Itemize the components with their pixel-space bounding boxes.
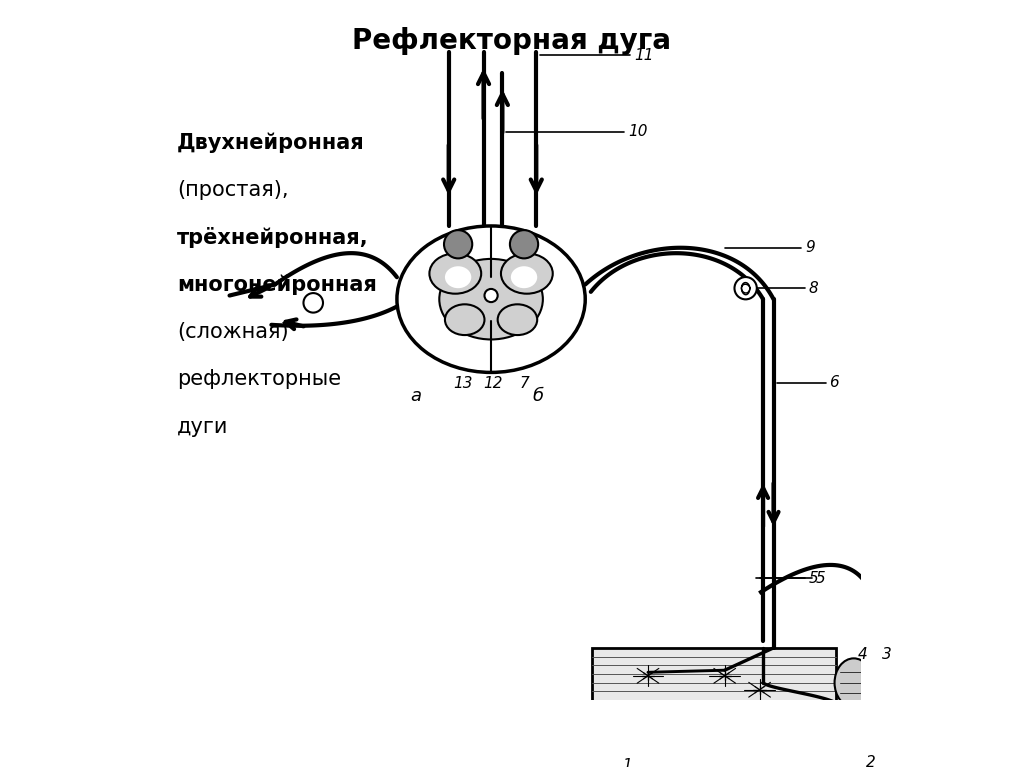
Text: Рефлекторная дуга: Рефлекторная дуга <box>352 27 672 55</box>
Circle shape <box>510 230 539 258</box>
Circle shape <box>484 289 498 302</box>
Text: 2: 2 <box>866 755 877 767</box>
Text: 10: 10 <box>628 124 647 140</box>
Text: 12: 12 <box>483 376 503 391</box>
Text: дуги: дуги <box>177 416 228 437</box>
Ellipse shape <box>501 253 553 294</box>
Ellipse shape <box>445 304 484 335</box>
Ellipse shape <box>445 266 471 288</box>
FancyBboxPatch shape <box>592 648 837 718</box>
Text: (сложная): (сложная) <box>177 322 289 342</box>
Ellipse shape <box>429 253 481 294</box>
Text: 7: 7 <box>519 376 529 391</box>
Circle shape <box>734 277 757 299</box>
Ellipse shape <box>397 226 586 373</box>
Text: 6: 6 <box>829 375 839 390</box>
Text: многонейронная: многонейронная <box>177 275 377 295</box>
Text: 8: 8 <box>808 281 818 296</box>
Text: 4: 4 <box>857 647 867 663</box>
Text: 9: 9 <box>805 240 815 255</box>
Ellipse shape <box>498 304 538 335</box>
Text: 3: 3 <box>882 647 891 663</box>
Ellipse shape <box>439 259 543 340</box>
Text: трёхнейронная,: трёхнейронная, <box>177 226 369 248</box>
Text: 11: 11 <box>634 48 653 63</box>
Text: 5: 5 <box>808 571 818 586</box>
Text: 5: 5 <box>815 571 825 586</box>
Text: 1: 1 <box>623 758 632 767</box>
Text: рефлекторные: рефлекторные <box>177 370 341 390</box>
Text: (простая),: (простая), <box>177 179 289 199</box>
Text: Двухнейронная: Двухнейронная <box>177 132 365 153</box>
Text: 13: 13 <box>453 376 473 391</box>
Ellipse shape <box>511 266 538 288</box>
Circle shape <box>303 293 323 313</box>
Circle shape <box>444 230 472 258</box>
Text: б: б <box>532 387 544 405</box>
Ellipse shape <box>835 658 872 707</box>
Text: а: а <box>411 387 421 405</box>
